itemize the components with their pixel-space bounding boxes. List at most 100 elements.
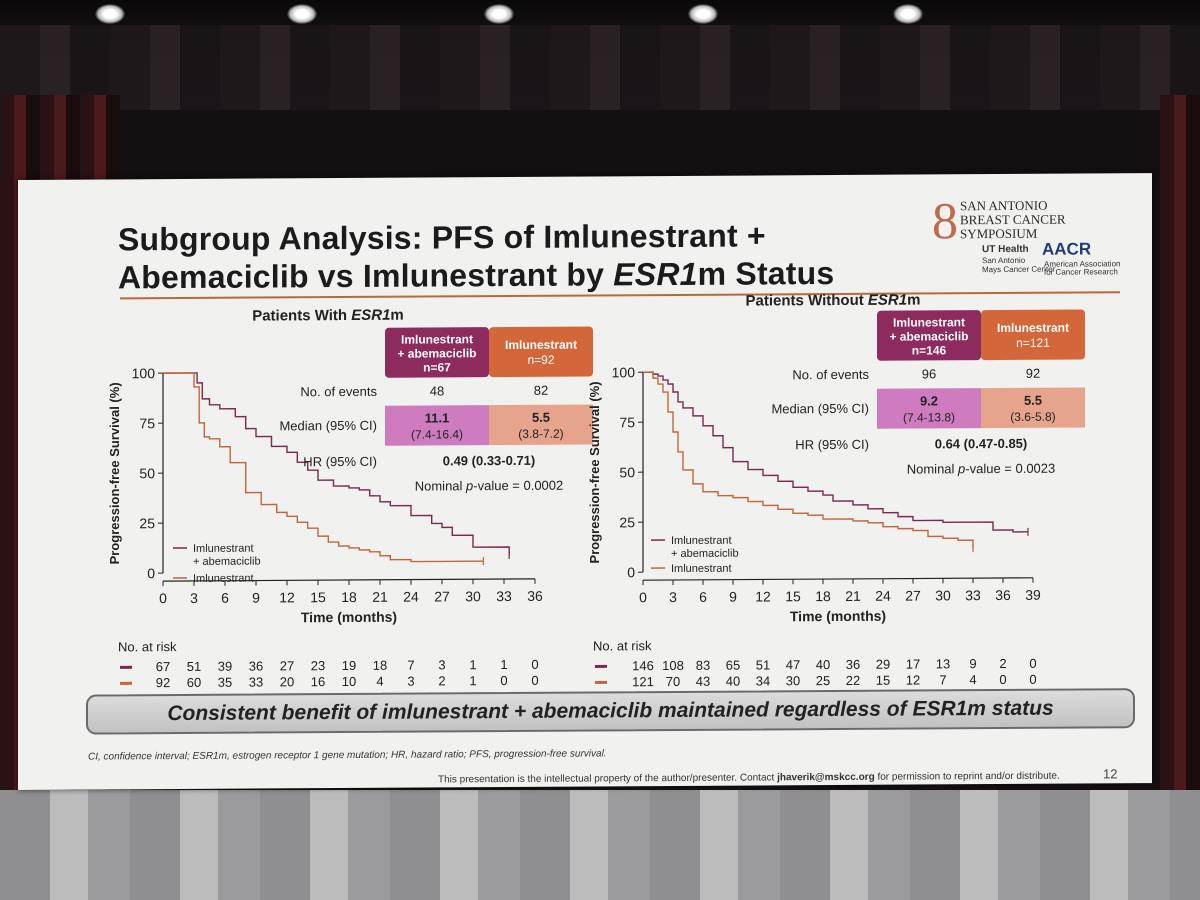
- y-tick-label: 0: [627, 564, 635, 580]
- at-risk-value: 25: [816, 673, 830, 688]
- contact-email: jhaverik@mskcc.org: [777, 771, 875, 784]
- arm-header-label: Imlunestrant: [505, 338, 577, 352]
- stage-light-icon: [95, 4, 125, 24]
- x-tick-label: 21: [372, 589, 388, 605]
- title-text: m Status: [697, 255, 835, 292]
- x-tick-label: 15: [310, 589, 326, 605]
- at-risk-value: 20: [280, 674, 294, 689]
- row-label-events: No. of events: [300, 384, 377, 399]
- km-curve-imlunestrant: [643, 371, 974, 549]
- at-risk-value: 36: [846, 657, 860, 672]
- at-risk-value: 51: [187, 659, 201, 674]
- median-imlunestrant: 5.5: [532, 410, 550, 425]
- median-combination: 11.1: [425, 410, 450, 425]
- x-tick-label: 24: [875, 588, 891, 604]
- slide-title-line1: Subgroup Analysis: PFS of Imlunestrant +: [118, 217, 766, 258]
- at-risk-value: 16: [311, 674, 325, 689]
- hazard-ratio: 0.64 (0.47-0.85): [935, 436, 1028, 452]
- x-tick-label: 3: [190, 590, 198, 606]
- at-risk-value: 9: [969, 656, 976, 671]
- at-risk-value: 10: [342, 674, 356, 689]
- copyright-text: for permission to reprint and/or distrib…: [874, 770, 1060, 783]
- x-tick-label: 9: [252, 590, 260, 606]
- stage-light-icon: [688, 4, 718, 24]
- at-risk-value: 108: [662, 658, 684, 673]
- y-tick-label: 25: [619, 514, 635, 530]
- at-risk-value: 51: [756, 657, 770, 672]
- median-cell-combination: [385, 405, 489, 446]
- at-risk-value: 39: [218, 659, 232, 674]
- ut-health-sub1: San Antonio: [982, 255, 1026, 266]
- y-tick-label: 50: [619, 464, 635, 480]
- at-risk-value: 7: [939, 672, 946, 687]
- conclusion-text: Consistent benefit of imlunestrant + abe…: [167, 697, 913, 726]
- x-tick-label: 0: [159, 590, 167, 606]
- y-tick-label: 0: [147, 565, 155, 581]
- row-label-hr: HR (95% CI): [795, 437, 869, 452]
- x-tick-label: 30: [935, 587, 951, 603]
- at-risk-value: 70: [666, 674, 680, 689]
- arm-header-n: n=67: [423, 360, 451, 374]
- row-label-median: Median (95% CI): [279, 418, 377, 434]
- arm-header-label: Imlunestrant: [893, 315, 965, 329]
- x-tick-label: 12: [279, 589, 295, 605]
- at-risk-value: 13: [936, 656, 950, 671]
- at-risk-value: 4: [376, 674, 383, 689]
- at-risk-value: 30: [786, 673, 800, 688]
- hazard-ratio: 0.49 (0.33-0.71): [443, 453, 536, 469]
- y-tick-label: 100: [132, 365, 156, 381]
- at-risk-value: 15: [876, 673, 890, 688]
- arm-header-label: + abemaciclib: [889, 329, 968, 343]
- events-combination: 96: [922, 366, 936, 381]
- at-risk-value: 65: [726, 658, 740, 673]
- legend-label: + abemaciclib: [671, 548, 739, 560]
- row-label-median: Median (95% CI): [771, 401, 869, 417]
- at-risk-value: 47: [786, 657, 800, 672]
- at-risk-value: 60: [187, 675, 201, 690]
- median-combination: 9.2: [920, 393, 938, 408]
- at-risk-value: 17: [906, 656, 920, 671]
- y-axis-label: Progression-free Survival (%): [587, 381, 602, 563]
- median-ci-combination: (7.4-16.4): [411, 427, 463, 441]
- row-label-hr: HR (95% CI): [303, 454, 377, 469]
- panel-title: Patients Without ESR1m: [746, 291, 921, 309]
- arm-header-combination: [385, 327, 489, 378]
- copyright-text: This presentation is the intellectual pr…: [438, 772, 778, 786]
- conclusion-banner: Consistent benefit of imlunestrant + abe…: [86, 688, 1135, 735]
- at-risk-value: 1: [469, 673, 476, 688]
- arm-header-label: Imlunestrant: [997, 321, 1069, 335]
- at-risk-value: 83: [696, 658, 710, 673]
- at-risk-value: 36: [249, 659, 263, 674]
- events-imlunestrant: 82: [534, 383, 548, 398]
- stage-valance: [0, 25, 1200, 110]
- x-tick-label: 15: [785, 588, 801, 604]
- at-risk-value: 3: [407, 674, 414, 689]
- x-tick-label: 6: [221, 590, 229, 606]
- at-risk-value: 0: [500, 673, 507, 688]
- km-curve-combination: [643, 371, 1028, 533]
- legend-label: Imlunestrant: [193, 543, 254, 555]
- arm-header-label: + abemaciclib: [397, 346, 476, 360]
- arm-header-n: n=92: [527, 353, 554, 367]
- at-risk-value: 19: [342, 658, 356, 673]
- at-risk-value: 0: [1029, 672, 1036, 687]
- at-risk-value: 1: [469, 657, 476, 672]
- at-risk-value: 2: [438, 673, 445, 688]
- x-tick-label: 0: [639, 589, 647, 605]
- median-cell-combination: [877, 388, 981, 429]
- arm-header-imlunestrant: [981, 309, 1085, 361]
- stage-light-icon: [893, 4, 923, 24]
- row-label-events: No. of events: [792, 367, 869, 382]
- panel-title: Patients With ESR1m: [252, 307, 404, 325]
- x-tick-label: 21: [845, 588, 861, 604]
- at-risk-label: No. at risk: [118, 639, 177, 654]
- median-cell-imlunestrant: [489, 404, 593, 446]
- at-risk-value: 0: [999, 672, 1006, 687]
- at-risk-label: No. at risk: [593, 638, 652, 653]
- x-axis-label: Time (months): [301, 609, 397, 626]
- at-risk-value: 12: [906, 672, 920, 687]
- x-axis-label: Time (months): [790, 608, 886, 625]
- at-risk-value: 2: [999, 656, 1006, 671]
